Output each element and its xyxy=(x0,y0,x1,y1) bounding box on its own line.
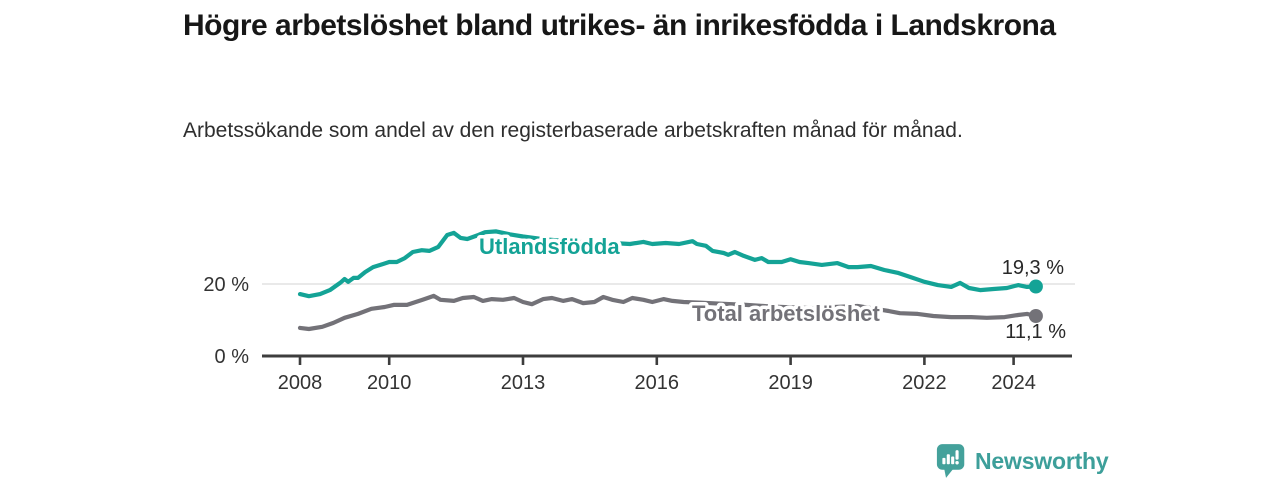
newsworthy-logo-icon xyxy=(936,444,965,478)
x-tick-label: 2024 xyxy=(991,372,1036,394)
x-tick-label: 2016 xyxy=(635,372,680,394)
x-tick-label: 2010 xyxy=(367,372,412,394)
end-value-label-total-arbetsloshet: 11,1 % xyxy=(1005,321,1066,343)
chart-title: Högre arbetslöshet bland utrikes- än inr… xyxy=(183,9,1056,42)
x-tick-label: 2022 xyxy=(902,372,947,394)
series-end-dot-total-arbetsloshet xyxy=(1028,309,1043,323)
brand-name: Newsworthy xyxy=(975,448,1109,474)
x-tick-label: 2008 xyxy=(278,372,323,394)
chart-subtitle: Arbetssökande som andel av den registerb… xyxy=(183,119,963,142)
newsworthy-logo[interactable]: Newsworthy xyxy=(936,443,1109,480)
series-end-dot-utlandsfodda xyxy=(1028,279,1043,294)
y-axis-label: 20 % xyxy=(203,274,249,296)
end-value-label-utlandsfodda: 19,3 % xyxy=(1002,257,1064,279)
series-label-total-arbetsloshet: Total arbetslöshet xyxy=(692,301,881,326)
x-tick-label: 2019 xyxy=(768,372,813,394)
series-label-utlandsfodda: Utlandsfödda xyxy=(479,234,620,259)
series-line-total-arbetsloshet xyxy=(297,293,1039,332)
x-axis-ticks: 2008 2010 2013 2016 2019 2022 2024 xyxy=(278,357,1036,394)
y-axis-label: 0 % xyxy=(215,346,250,368)
series-line-utlandsfodda xyxy=(297,229,1039,299)
x-tick-label: 2013 xyxy=(501,372,546,394)
